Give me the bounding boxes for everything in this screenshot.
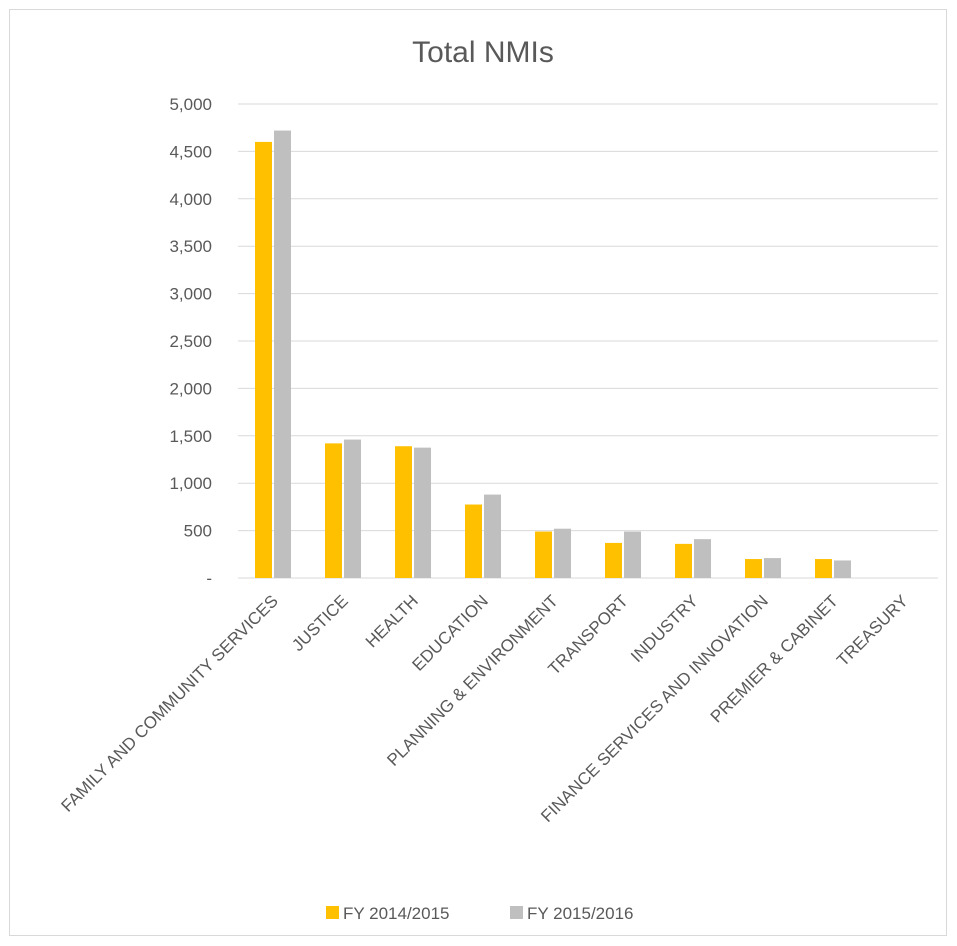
bar-fy2014-2015 xyxy=(395,446,412,578)
chart-frame xyxy=(9,9,947,936)
bar-fy2015-2016 xyxy=(274,130,291,578)
y-tick-label: 4,000 xyxy=(169,190,212,209)
y-axis-ticks: - 500 1,000 1,500 2,000 2,500 3,000 3,500 4,000 4… xyxy=(169,95,212,588)
legend-label: FY 2015/2016 xyxy=(527,904,634,923)
y-tick-label: 1,500 xyxy=(169,427,212,446)
gridlines xyxy=(238,103,938,579)
bar-fy2014-2015 xyxy=(815,559,832,578)
x-category-label: PREMIER & CABINET xyxy=(707,591,842,726)
legend: FY 2014/2015 FY 2015/2016 xyxy=(326,904,634,923)
bar-fy2015-2016 xyxy=(484,494,501,578)
x-category-label: HEALTH xyxy=(362,591,422,651)
legend-swatch xyxy=(326,906,339,919)
legend-label: FY 2014/2015 xyxy=(343,904,450,923)
bar-fy2015-2016 xyxy=(624,531,641,578)
x-category-label: TREASURY xyxy=(833,591,912,670)
y-tick-label: 3,500 xyxy=(169,237,212,256)
y-tick-label: 2,000 xyxy=(169,379,212,398)
x-category-label: JUSTICE xyxy=(288,591,352,655)
y-tick-label: 4,500 xyxy=(169,142,212,161)
bar-fy2015-2016 xyxy=(834,560,851,578)
y-tick-label: 5,000 xyxy=(169,95,212,114)
bar-fy2015-2016 xyxy=(554,528,571,578)
y-tick-label: 2,500 xyxy=(169,332,212,351)
bars xyxy=(255,130,851,579)
y-tick-label: - xyxy=(206,569,212,588)
bar-fy2014-2015 xyxy=(255,141,272,579)
bar-fy2015-2016 xyxy=(344,439,361,578)
bar-fy2014-2015 xyxy=(535,531,552,578)
y-tick-label: 3,000 xyxy=(169,285,212,304)
y-tick-label: 1,000 xyxy=(169,474,212,493)
bar-fy2014-2015 xyxy=(675,543,692,578)
x-category-label: INDUSTRY xyxy=(627,591,702,666)
x-category-label: FAMILY AND COMMUNITY SERVICES xyxy=(58,591,282,815)
bar-fy2015-2016 xyxy=(764,558,781,578)
bar-fy2014-2015 xyxy=(325,443,342,578)
bar-fy2014-2015 xyxy=(745,559,762,578)
bar-fy2015-2016 xyxy=(694,539,711,578)
chart-title: Total NMIs xyxy=(412,36,554,69)
bar-fy2015-2016 xyxy=(414,447,431,578)
x-axis-categories: FAMILY AND COMMUNITY SERVICES JUSTICE HEAL… xyxy=(58,591,912,826)
y-tick-label: 500 xyxy=(184,522,212,541)
bar-fy2014-2015 xyxy=(465,504,482,578)
bar-fy2014-2015 xyxy=(605,542,622,578)
legend-swatch xyxy=(510,906,523,919)
